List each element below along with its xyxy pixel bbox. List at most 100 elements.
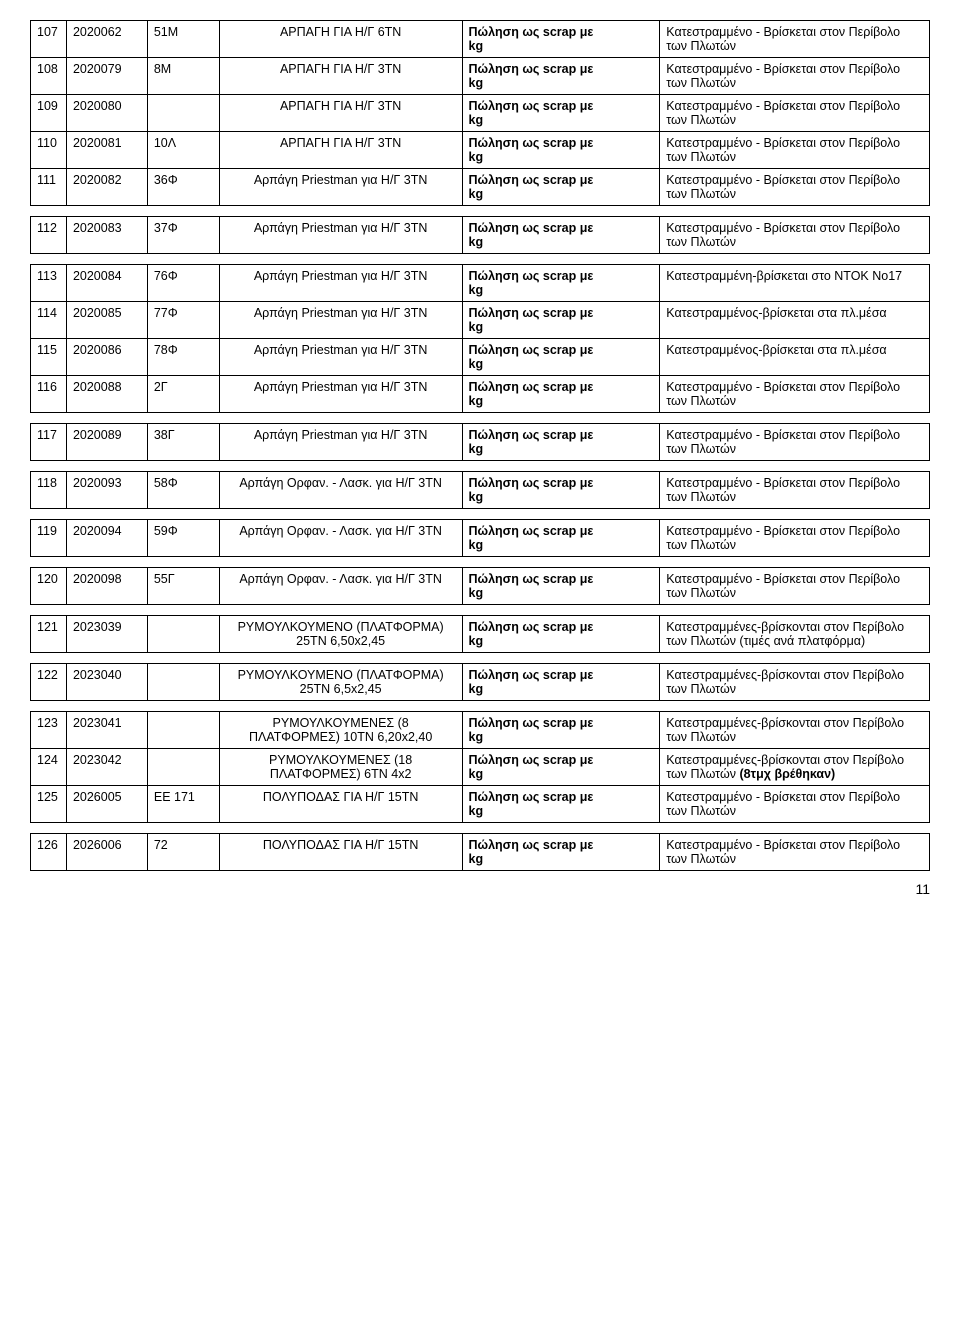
cell-code: 2020082 xyxy=(66,169,147,206)
table-row: 107202006251MΑΡΠΑΓΗ ΓΙΑ Η/Γ 6ΤΝΠώληση ως… xyxy=(31,21,930,58)
cell-description: Αρπάγη Priestman για Η/Γ 3ΤΝ xyxy=(219,339,462,376)
table-row: 11620200882ΓΑρπάγη Priestman για Η/Γ 3ΤΝ… xyxy=(31,376,930,413)
cell-ref: 55Γ xyxy=(147,568,219,605)
cell-code: 2026006 xyxy=(66,834,147,871)
table-row: 1252026005ΕΕ 171ΠΟΛΥΠΟΔΑΣ ΓΙΑ Η/Γ 15ΤΝΠώ… xyxy=(31,786,930,823)
cell-sale: Πώληση ως scrap μεkg xyxy=(462,265,660,302)
cell-description: ΑΡΠΑΓΗ ΓΙΑ Η/Γ 3ΤΝ xyxy=(219,132,462,169)
cell-index: 107 xyxy=(31,21,67,58)
cell-sale: Πώληση ως scrap μεkg xyxy=(462,568,660,605)
cell-code: 2023042 xyxy=(66,749,147,786)
cell-description: ΡΥΜΟΥΛΚΟΥΜΕΝΟ (ΠΛΑΤΦΟΡΜΑ) 25ΤΝ 6,5x2,45 xyxy=(219,664,462,701)
cell-index: 109 xyxy=(31,95,67,132)
cell-condition: Κατεστραμμένες-βρίσκονται στον Περίβολο … xyxy=(660,712,930,749)
cell-description: ΑΡΠΑΓΗ ΓΙΑ Η/Γ 3ΤΝ xyxy=(219,95,462,132)
cell-code: 2020098 xyxy=(66,568,147,605)
cell-sale: Πώληση ως scrap μεkg xyxy=(462,749,660,786)
cell-condition: Κατεστραμμένες-βρίσκονται στον Περίβολο … xyxy=(660,616,930,653)
table-row: 110202008110ΛΑΡΠΑΓΗ ΓΙΑ Η/Γ 3ΤΝΠώληση ως… xyxy=(31,132,930,169)
cell-sale: Πώληση ως scrap μεkg xyxy=(462,376,660,413)
cell-index: 108 xyxy=(31,58,67,95)
data-table: 112202008337ΦΑρπάγη Priestman για Η/Γ 3Τ… xyxy=(30,216,930,254)
data-table: 107202006251MΑΡΠΑΓΗ ΓΙΑ Η/Γ 6ΤΝΠώληση ως… xyxy=(30,20,930,206)
cell-description: Αρπάγη Ορφαν. - Λασκ. για Η/Γ 3ΤΝ xyxy=(219,568,462,605)
cell-description: ΠΟΛΥΠΟΔΑΣ ΓΙΑ Η/Γ 15ΤΝ xyxy=(219,786,462,823)
cell-description: ΠΟΛΥΠΟΔΑΣ ΓΙΑ Η/Γ 15ΤΝ xyxy=(219,834,462,871)
page-number: 11 xyxy=(30,881,930,897)
cell-description: Αρπάγη Priestman για Η/Γ 3ΤΝ xyxy=(219,376,462,413)
cell-condition: Κατεστραμμένο - Βρίσκεται στον Περίβολο … xyxy=(660,472,930,509)
data-table: 113202008476ΦΑρπάγη Priestman για Η/Γ 3Τ… xyxy=(30,264,930,413)
cell-code: 2020062 xyxy=(66,21,147,58)
cell-sale: Πώληση ως scrap μεkg xyxy=(462,712,660,749)
cell-index: 125 xyxy=(31,786,67,823)
cell-code: 2020083 xyxy=(66,217,147,254)
cell-index: 112 xyxy=(31,217,67,254)
cell-code: 2020086 xyxy=(66,339,147,376)
cell-index: 124 xyxy=(31,749,67,786)
cell-sale: Πώληση ως scrap μεkg xyxy=(462,132,660,169)
data-table: 117202008938ΓΑρπάγη Priestman για Η/Γ 3Τ… xyxy=(30,423,930,461)
cell-index: 113 xyxy=(31,265,67,302)
cell-code: 2020094 xyxy=(66,520,147,557)
cell-index: 117 xyxy=(31,424,67,461)
cell-ref: 77Φ xyxy=(147,302,219,339)
cell-ref: 38Γ xyxy=(147,424,219,461)
data-table: 120202009855ΓΑρπάγη Ορφαν. - Λασκ. για Η… xyxy=(30,567,930,605)
table-row: 115202008678ΦΑρπάγη Priestman για Η/Γ 3Τ… xyxy=(31,339,930,376)
data-table: 1222023040ΡΥΜΟΥΛΚΟΥΜΕΝΟ (ΠΛΑΤΦΟΡΜΑ) 25ΤΝ… xyxy=(30,663,930,701)
data-table: 118202009358ΦΑρπάγη Ορφαν. - Λασκ. για Η… xyxy=(30,471,930,509)
cell-sale: Πώληση ως scrap μεkg xyxy=(462,58,660,95)
cell-index: 120 xyxy=(31,568,67,605)
table-row: 1092020080ΑΡΠΑΓΗ ΓΙΑ Η/Γ 3ΤΝΠώληση ως sc… xyxy=(31,95,930,132)
cell-code: 2023039 xyxy=(66,616,147,653)
table-row: 1232023041ΡΥΜΟΥΛΚΟΥΜΕΝΕΣ (8 ΠΛΑΤΦΟΡΜΕΣ) … xyxy=(31,712,930,749)
cell-description: ΡΥΜΟΥΛΚΟΥΜΕΝΟ (ΠΛΑΤΦΟΡΜΑ) 25ΤΝ 6,50x2,45 xyxy=(219,616,462,653)
cell-ref xyxy=(147,664,219,701)
cell-condition: Κατεστραμμένο - Βρίσκεται στον Περίβολο … xyxy=(660,520,930,557)
cell-index: 118 xyxy=(31,472,67,509)
cell-ref xyxy=(147,749,219,786)
cell-sale: Πώληση ως scrap μεkg xyxy=(462,21,660,58)
table-block: 1232023041ΡΥΜΟΥΛΚΟΥΜΕΝΕΣ (8 ΠΛΑΤΦΟΡΜΕΣ) … xyxy=(30,711,930,823)
cell-index: 111 xyxy=(31,169,67,206)
cell-ref: 59Φ xyxy=(147,520,219,557)
cell-ref: ΕΕ 171 xyxy=(147,786,219,823)
table-block: 1222023040ΡΥΜΟΥΛΚΟΥΜΕΝΟ (ΠΛΑΤΦΟΡΜΑ) 25ΤΝ… xyxy=(30,663,930,701)
cell-condition: Κατεστραμμένο - Βρίσκεται στον Περίβολο … xyxy=(660,132,930,169)
data-table: 119202009459ΦΑρπάγη Ορφαν. - Λασκ. για Η… xyxy=(30,519,930,557)
cell-description: ΡΥΜΟΥΛΚΟΥΜΕΝΕΣ (8 ΠΛΑΤΦΟΡΜΕΣ) 10ΤΝ 6,20x… xyxy=(219,712,462,749)
cell-code: 2020080 xyxy=(66,95,147,132)
table-row: 114202008577ΦΑρπάγη Priestman για Η/Γ 3Τ… xyxy=(31,302,930,339)
cell-code: 2020079 xyxy=(66,58,147,95)
cell-sale: Πώληση ως scrap μεkg xyxy=(462,424,660,461)
cell-description: Αρπάγη Ορφαν. - Λασκ. για Η/Γ 3ΤΝ xyxy=(219,520,462,557)
cell-sale: Πώληση ως scrap μεkg xyxy=(462,217,660,254)
cell-condition: Κατεστραμμένο - Βρίσκεται στον Περίβολο … xyxy=(660,58,930,95)
cell-description: ΑΡΠΑΓΗ ΓΙΑ Η/Γ 6ΤΝ xyxy=(219,21,462,58)
table-block: 117202008938ΓΑρπάγη Priestman για Η/Γ 3Τ… xyxy=(30,423,930,461)
cell-index: 122 xyxy=(31,664,67,701)
cell-code: 2020085 xyxy=(66,302,147,339)
cell-ref xyxy=(147,616,219,653)
cell-index: 121 xyxy=(31,616,67,653)
cell-sale: Πώληση ως scrap μεkg xyxy=(462,616,660,653)
cell-condition: Κατεστραμμένο - Βρίσκεται στον Περίβολο … xyxy=(660,786,930,823)
cell-sale: Πώληση ως scrap μεkg xyxy=(462,472,660,509)
cell-condition: Κατεστραμμένο - Βρίσκεται στον Περίβολο … xyxy=(660,424,930,461)
cell-ref: 58Φ xyxy=(147,472,219,509)
cell-ref: 36Φ xyxy=(147,169,219,206)
cell-description: ΑΡΠΑΓΗ ΓΙΑ Η/Γ 3ΤΝ xyxy=(219,58,462,95)
data-table: 1212023039 ΡΥΜΟΥΛΚΟΥΜΕΝΟ (ΠΛΑΤΦΟΡΜΑ) 25ΤΝ… xyxy=(30,615,930,653)
cell-ref: 78Φ xyxy=(147,339,219,376)
cell-description: Αρπάγη Priestman για Η/Γ 3ΤΝ xyxy=(219,169,462,206)
data-table: 126202600672ΠΟΛΥΠΟΔΑΣ ΓΙΑ Η/Γ 15ΤΝΠώληση… xyxy=(30,833,930,871)
cell-condition: Κατεστραμμένο - Βρίσκεται στον Περίβολο … xyxy=(660,169,930,206)
cell-ref: 8M xyxy=(147,58,219,95)
cell-index: 123 xyxy=(31,712,67,749)
table-block: 112202008337ΦΑρπάγη Priestman για Η/Γ 3Τ… xyxy=(30,216,930,254)
cell-index: 126 xyxy=(31,834,67,871)
table-block: 1212023039 ΡΥΜΟΥΛΚΟΥΜΕΝΟ (ΠΛΑΤΦΟΡΜΑ) 25ΤΝ… xyxy=(30,615,930,653)
cell-ref: 37Φ xyxy=(147,217,219,254)
cell-sale: Πώληση ως scrap μεkg xyxy=(462,169,660,206)
